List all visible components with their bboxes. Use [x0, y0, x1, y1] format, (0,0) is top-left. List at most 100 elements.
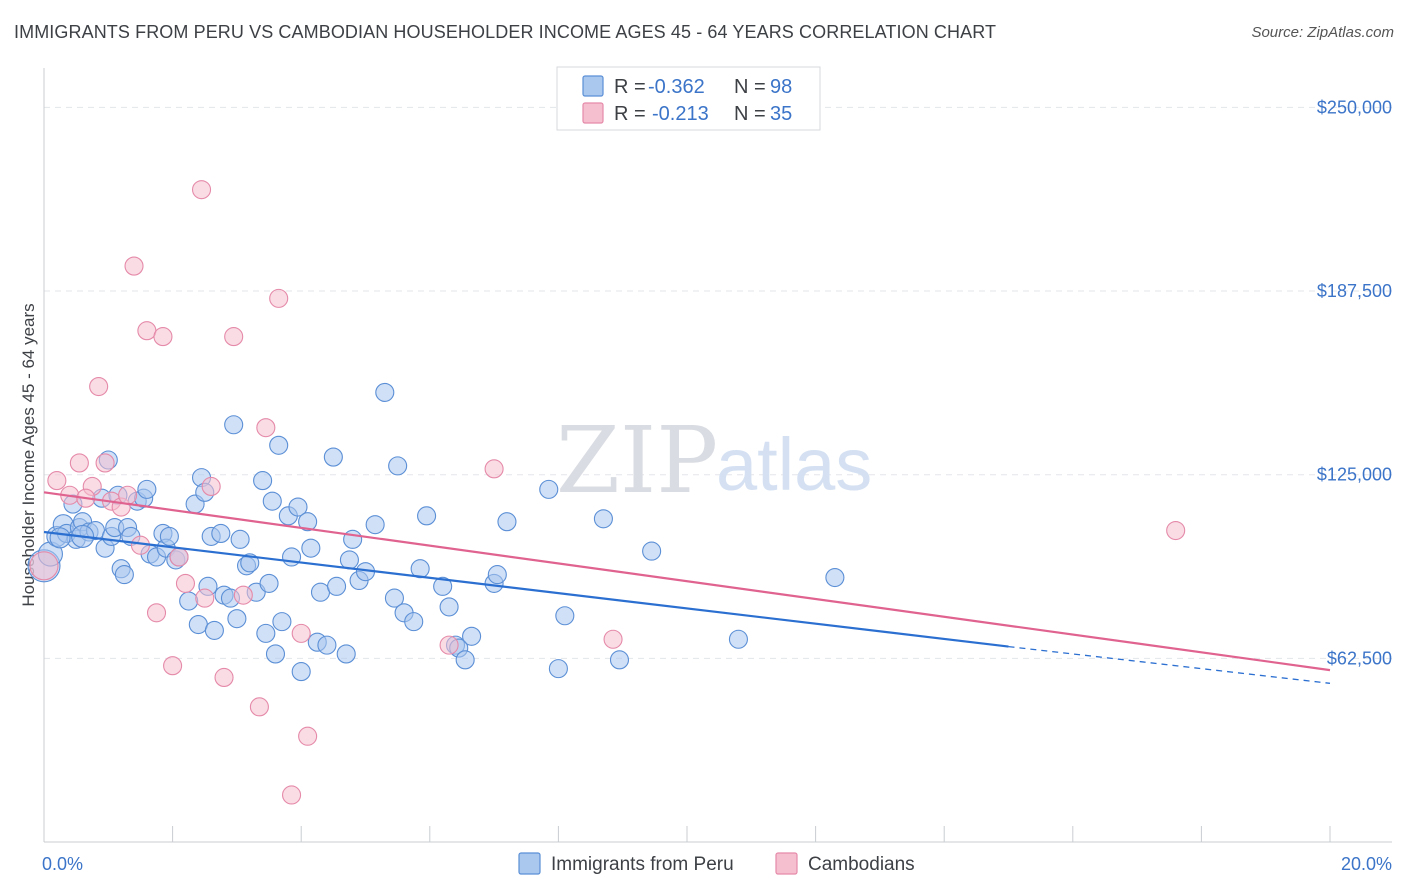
cambodians-point-28: [291, 623, 311, 643]
gridlines: [44, 106, 1392, 659]
legend-r-value-cambodians: -0.213: [652, 103, 709, 125]
cambodians-point-22: [224, 327, 244, 347]
peru-point-65: [327, 576, 347, 596]
peru-point-39: [211, 523, 231, 544]
peru-point-94: [728, 629, 748, 649]
cambodians-point-14: [153, 327, 173, 347]
peru-trend-line: [43, 530, 1009, 648]
x-tick-label-0: 0.0%: [42, 854, 83, 874]
cambodians-point-6: [95, 453, 115, 473]
legend-n-label-cambodians: N =: [734, 103, 766, 125]
trend-lines: [43, 491, 1331, 684]
cambodians-point-27: [282, 785, 302, 805]
peru-point-72: [375, 382, 395, 402]
cambodians-point-9: [118, 485, 138, 505]
legend-swatch-cambodians: [582, 102, 604, 124]
x-tick-label-1: 20.0%: [1341, 854, 1392, 874]
y-tick-labels: $62,500 $125,000 $187,500 $250,000: [1317, 97, 1392, 668]
legend-n-label-peru: N =: [734, 76, 766, 98]
peru-point-18: [114, 565, 134, 585]
cambodians-point-33: [1166, 520, 1186, 541]
cambodians-point-5: [89, 376, 109, 397]
peru-point-33: [188, 615, 208, 635]
cambodians-point-25: [256, 418, 276, 438]
cambodians-point-1: [47, 471, 67, 491]
legend-n-value-cambodians: 35: [770, 103, 792, 125]
peru-point-79: [433, 576, 453, 596]
y-axis-label: Householder Income Ages 45 - 64 years: [19, 303, 38, 606]
watermark-zip: ZIP: [556, 407, 718, 514]
cambodians-point-3: [69, 453, 89, 473]
legend-bottom: Immigrants from Peru Cambodians: [518, 852, 915, 875]
peru-point-88: [539, 479, 559, 499]
peru-point-66: [336, 644, 356, 664]
y-tick-label-2: $187,500: [1317, 281, 1392, 301]
source-credit: Source: ZipAtlas.com: [1251, 24, 1394, 41]
cambodians-point-13: [146, 603, 167, 623]
peru-point-52: [265, 644, 286, 664]
cambodians-point-21: [214, 667, 234, 687]
peru-point-84: [462, 626, 482, 646]
peru-point-73: [384, 588, 404, 608]
cambodians-point-23: [233, 585, 253, 605]
y-tick-label-0: $62,500: [1327, 648, 1392, 668]
peru-point-57: [288, 497, 308, 517]
peru-point-71: [365, 515, 385, 535]
legend-top: R = -0.362 N = 98 R = -0.213 N = 35: [556, 66, 821, 131]
cambodians-point-15: [163, 656, 183, 676]
cambodians-point-24: [249, 697, 269, 717]
peru-point-53: [269, 435, 289, 455]
peru-point-43: [227, 609, 247, 629]
cambodians-point-32: [603, 629, 623, 649]
watermark: ZIP atlas: [556, 407, 872, 514]
cambodians-point-26: [269, 288, 289, 308]
cambodians-point-17: [175, 573, 196, 593]
cambodians-point-10: [124, 256, 144, 276]
peru-point-80: [439, 597, 459, 617]
cambodians-point-18: [191, 180, 212, 200]
peru-point-95: [825, 567, 845, 588]
cambodians-point-12: [137, 321, 157, 341]
peru-point-51: [262, 491, 282, 511]
peru-point-49: [256, 623, 276, 643]
legend-r-label-cambodians: R =: [614, 103, 646, 125]
peru-point-50: [259, 573, 279, 593]
peru-point-28: [159, 526, 179, 546]
series-cambodians-points: [29, 180, 1186, 805]
peru-point-83: [455, 650, 475, 670]
peru-point-63: [317, 635, 337, 655]
peru-point-60: [301, 538, 321, 558]
cambodians-trend-line: [43, 491, 1331, 672]
peru-point-31: [179, 591, 199, 611]
cambodians-point-31: [484, 459, 504, 479]
peru-point-74: [388, 456, 408, 476]
peru-point-87: [497, 512, 517, 532]
cambodians-point-29: [298, 726, 318, 746]
bottom-legend-label-cambodians: Cambodians: [808, 854, 915, 875]
peru-point-48: [253, 471, 273, 491]
peru-point-64: [323, 447, 343, 467]
peru-point-93: [642, 541, 662, 561]
peru-point-23: [137, 479, 157, 499]
bottom-legend-label-peru: Immigrants from Peru: [551, 854, 734, 875]
cambodians-point-16: [169, 547, 189, 567]
peru-point-90: [555, 606, 575, 626]
legend-r-value-peru: -0.362: [648, 76, 705, 98]
chart-title: IMMIGRANTS FROM PERU VS CAMBODIAN HOUSEH…: [14, 22, 997, 42]
peru-point-59: [298, 512, 318, 532]
legend-r-label-peru: R =: [614, 76, 646, 98]
peru-point-56: [282, 547, 302, 567]
peru-point-46: [240, 553, 260, 573]
peru-point-54: [272, 612, 292, 632]
peru-point-97: [49, 527, 71, 549]
cambodians-point-20: [201, 476, 221, 496]
bottom-legend-swatch-cambodians: [775, 852, 798, 875]
watermark-atlas: atlas: [716, 423, 872, 506]
cambodians-point-0: [29, 551, 59, 581]
peru-point-91: [593, 509, 613, 529]
y-tick-label-3: $250,000: [1317, 97, 1392, 117]
axes: [43, 68, 1392, 843]
peru-point-76: [404, 612, 424, 632]
x-tick-labels: 0.0% 20.0%: [42, 854, 1392, 874]
